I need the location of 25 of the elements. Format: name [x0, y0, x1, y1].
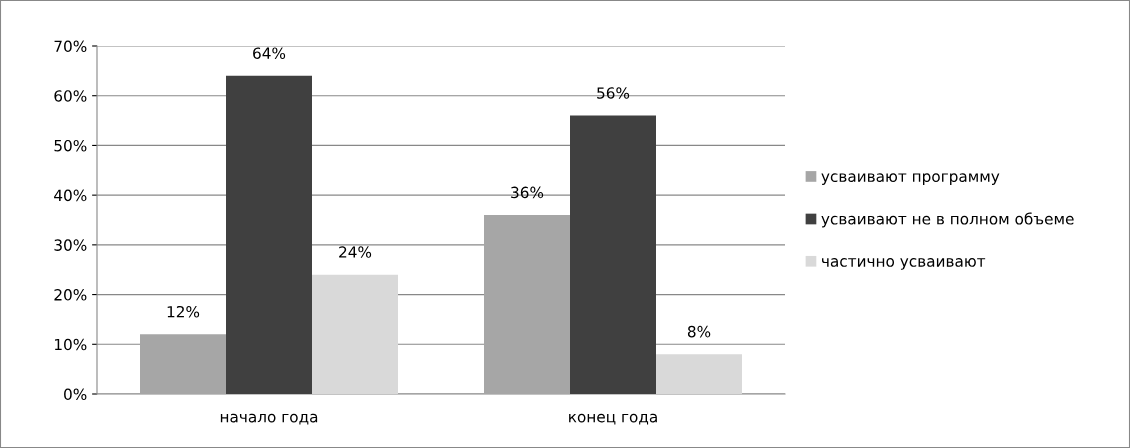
data-label: 56% [597, 87, 630, 99]
y-tick-label: 30% [54, 239, 87, 251]
x-tick-label: начало года [220, 413, 318, 425]
bar [140, 334, 226, 394]
legend-label: усваивают программу [821, 173, 1000, 185]
bar [312, 274, 398, 394]
y-tick-label: 10% [55, 338, 87, 351]
bar [656, 354, 742, 394]
y-tick-label: 50% [54, 139, 87, 152]
y-tick-label: 0% [64, 388, 87, 401]
x-tick-label: конец года [569, 413, 657, 425]
data-label: 24% [339, 246, 372, 258]
bar [226, 75, 312, 394]
y-tick-label: 70% [54, 40, 87, 53]
legend-label: частично усваивают [822, 258, 986, 270]
data-label: 12% [167, 305, 200, 318]
y-tick-label: 60% [54, 90, 87, 102]
bar [570, 115, 656, 394]
data-label: 8% [687, 325, 711, 338]
data-label: 64% [253, 47, 286, 59]
y-tick-label: 20% [54, 289, 87, 301]
legend-label: усваивают не в полном объеме [821, 212, 1074, 228]
bar [484, 215, 570, 394]
data-label: 36% [511, 186, 544, 199]
y-tick-label: 40% [54, 189, 87, 202]
